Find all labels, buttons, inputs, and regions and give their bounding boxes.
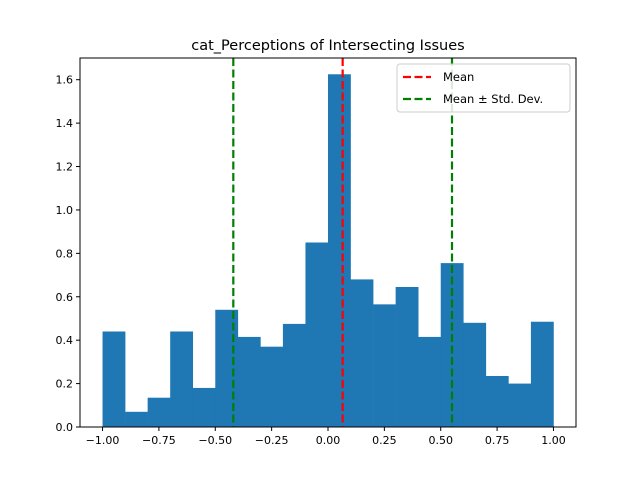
legend-box (396, 63, 571, 113)
x-tick-label: −1.00 (86, 434, 120, 447)
legend-label: Mean ± Std. Dev. (443, 92, 543, 106)
y-tick-label: 0.6 (56, 291, 74, 304)
histogram-bar (440, 263, 464, 427)
x-tick-label: −0.25 (255, 434, 289, 447)
y-tick-label: 1.6 (56, 74, 74, 87)
histogram-bar (350, 279, 374, 427)
y-tick-label: 1.4 (56, 117, 74, 130)
legend-label: Mean (443, 70, 474, 84)
histogram-bar (147, 397, 171, 427)
histogram-bar (237, 336, 261, 427)
x-tick-label: 0.50 (428, 434, 453, 447)
chart-title: cat_Perceptions of Intersecting Issues (191, 38, 464, 54)
x-tick-label: −0.75 (142, 434, 176, 447)
histogram-bar (125, 411, 148, 427)
y-tick-label: 1.0 (56, 204, 74, 217)
y-tick-label: 1.2 (56, 161, 74, 174)
histogram-bar (260, 346, 284, 427)
histogram-bar (373, 304, 396, 427)
bars-group (102, 74, 554, 427)
histogram-bar (395, 286, 419, 427)
histogram-bar (530, 321, 554, 427)
histogram-bar (463, 322, 487, 427)
histogram-bar (192, 387, 216, 427)
histogram-bar (328, 74, 351, 427)
y-axis-ticks: 0.0 0.2 0.4 0.6 0.8 1.0 1.2 1.4 1.6 (56, 74, 80, 434)
x-tick-label: −0.50 (198, 434, 232, 447)
y-tick-label: 0.4 (56, 334, 74, 347)
histogram-bar (215, 309, 239, 427)
x-axis-ticks: −1.00 −0.75 −0.50 −0.25 0.00 0.25 0.50 0.75 1.00 (86, 427, 566, 447)
x-tick-label: 0.75 (485, 434, 510, 447)
histogram-bar (485, 375, 509, 427)
x-tick-label: 1.00 (541, 434, 566, 447)
histogram-bar (282, 323, 306, 427)
histogram-bar (508, 383, 532, 427)
reference-lines-group (232, 58, 454, 427)
histogram-bar (170, 331, 194, 427)
histogram-bar (305, 242, 329, 427)
y-tick-label: 0.2 (56, 378, 74, 391)
x-tick-label: 0.00 (316, 434, 341, 447)
x-tick-label: 0.25 (372, 434, 397, 447)
legend: Mean Mean ± Std. Dev. (396, 63, 571, 113)
histogram-bar (418, 336, 442, 427)
histogram-bar (102, 331, 126, 427)
y-tick-label: 0.0 (56, 421, 74, 434)
y-tick-label: 0.8 (56, 247, 74, 260)
